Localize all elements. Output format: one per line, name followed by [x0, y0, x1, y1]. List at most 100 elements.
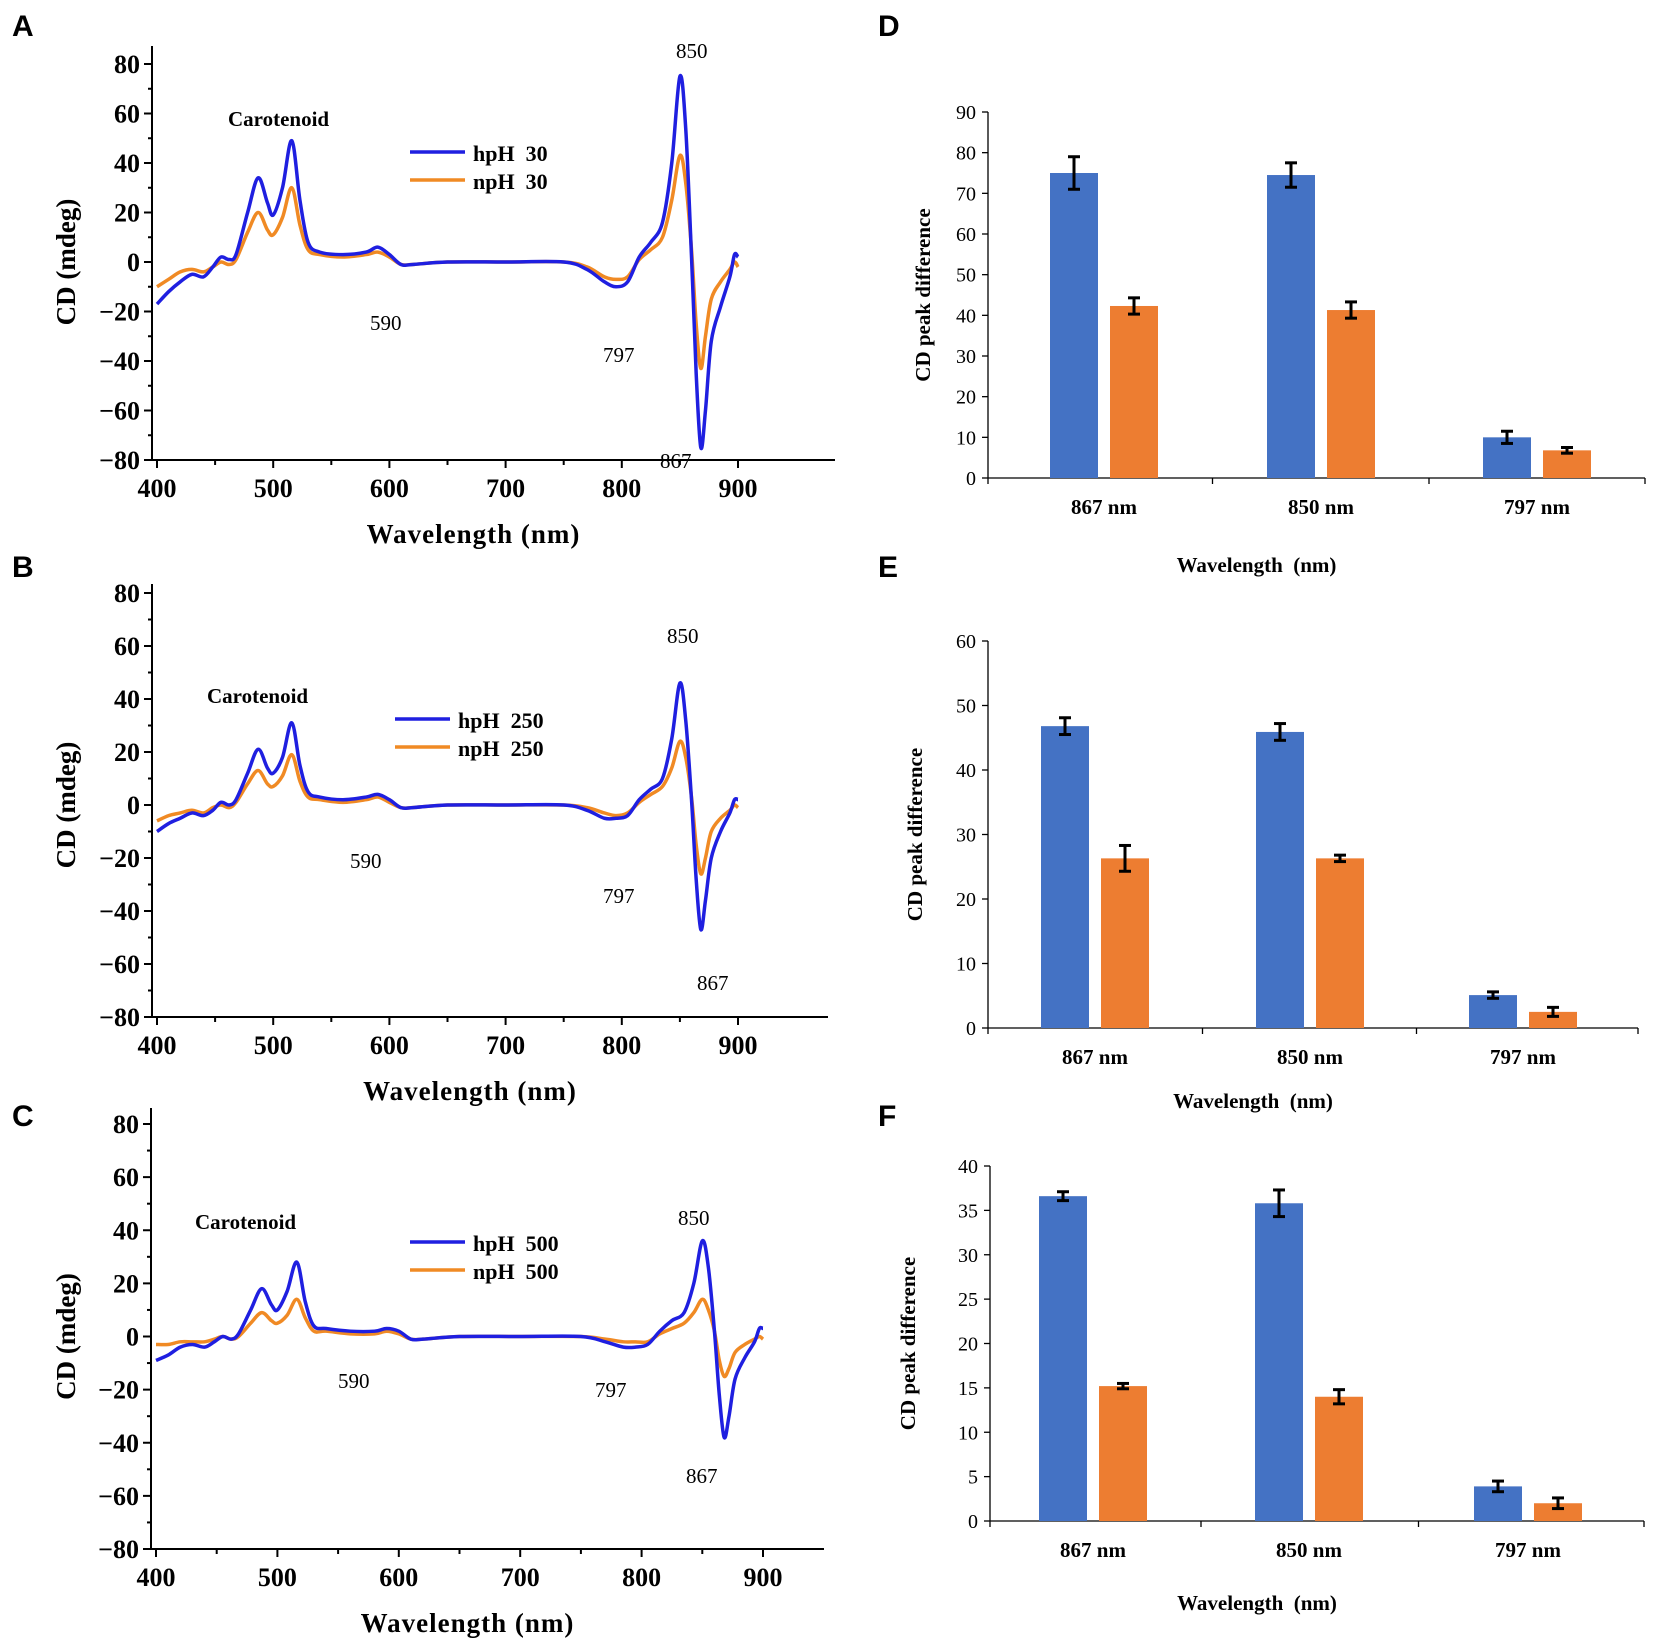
- annotation-label: 867: [697, 971, 729, 995]
- y-tick-label: −20: [99, 844, 140, 873]
- annotation-label: 590: [370, 311, 402, 335]
- y-tick-label: 20: [114, 738, 140, 767]
- y-tick-label: 15: [958, 1378, 978, 1400]
- bar-nph: [1534, 1503, 1582, 1521]
- x-axis-title: Wavelength (nm): [1173, 1089, 1333, 1113]
- bar-nph: [1543, 450, 1591, 478]
- x-tick-label: 900: [719, 474, 758, 503]
- y-tick-label: −80: [99, 446, 140, 475]
- x-tick-label: 700: [486, 474, 525, 503]
- annotation-label: 590: [350, 849, 382, 873]
- annotation-label: 867: [686, 1464, 718, 1488]
- series-line-nph: [156, 739, 740, 876]
- y-tick-label: 20: [956, 387, 976, 409]
- y-tick-label: 0: [127, 248, 140, 277]
- annotation-label: Carotenoid: [207, 684, 308, 708]
- x-axis-title: Wavelength (nm): [367, 519, 581, 549]
- y-tick-label: 90: [956, 102, 976, 124]
- annotation-label: 850: [676, 39, 708, 63]
- x-tick-label: 400: [138, 1031, 177, 1060]
- legend-label: npH 30: [473, 169, 548, 194]
- x-tick-label: 700: [486, 1031, 525, 1060]
- y-tick-label: 80: [956, 143, 976, 165]
- x-tick-label: 867 nm: [1060, 1538, 1126, 1562]
- y-tick-label: 30: [956, 346, 976, 368]
- y-tick-label: 20: [114, 199, 140, 228]
- panel-letter: D: [878, 10, 900, 43]
- y-axis-title: CD peak difference: [911, 208, 935, 381]
- annotation-label: 850: [678, 1206, 710, 1230]
- y-tick-label: 60: [113, 1163, 139, 1192]
- y-tick-label: 0: [126, 1323, 139, 1352]
- y-tick-label: −60: [99, 950, 140, 979]
- y-tick-label: 70: [956, 183, 976, 205]
- y-tick-label: 40: [956, 305, 976, 327]
- y-tick-label: 30: [958, 1245, 978, 1267]
- x-tick-label: 797 nm: [1495, 1538, 1561, 1562]
- y-tick-label: 80: [113, 1110, 139, 1139]
- y-tick-label: 5: [968, 1467, 978, 1489]
- x-tick-label: 797 nm: [1504, 495, 1570, 519]
- y-tick-label: 30: [956, 825, 976, 847]
- x-tick-label: 400: [138, 474, 177, 503]
- y-tick-label: −20: [98, 1376, 139, 1405]
- x-tick-label: 800: [602, 474, 641, 503]
- y-tick-label: 0: [968, 1511, 978, 1533]
- bar-nph: [1316, 858, 1364, 1028]
- y-axis-title: CD (mdeg): [51, 199, 81, 326]
- y-tick-label: 0: [966, 1018, 976, 1040]
- x-tick-label: 500: [258, 1563, 297, 1592]
- y-tick-label: 20: [958, 1334, 978, 1356]
- chart-panel-e: E 0 10 20 30 40 50 60 867 nm 850 nm 797 nm Waveleng…: [878, 551, 1639, 1113]
- x-tick-label: 867 nm: [1062, 1045, 1128, 1069]
- y-tick-label: 60: [114, 632, 140, 661]
- bar-nph: [1101, 858, 1149, 1028]
- y-axis-title: CD (mdeg): [51, 1273, 81, 1400]
- legend-label: npH 250: [458, 736, 544, 761]
- x-tick-label: 700: [501, 1563, 540, 1592]
- x-tick-label: 600: [370, 474, 409, 503]
- y-tick-label: −80: [99, 1003, 140, 1032]
- bar-hph: [1039, 1196, 1087, 1521]
- chart-panel-a: A −80 −60 −40 −20 0 20 40 60 80 400 500 600 700 800 900…: [12, 10, 835, 549]
- chart-panel-c: C −80 −60 −40 −20 0 20 40 60 80 400 500 600 700 800 900…: [12, 1100, 824, 1638]
- legend-label: npH 500: [473, 1259, 559, 1284]
- y-tick-label: 35: [958, 1200, 978, 1222]
- y-tick-label: 10: [956, 427, 976, 449]
- y-tick-label: −60: [99, 397, 140, 426]
- panel-letter: A: [12, 10, 34, 43]
- bar-hph: [1050, 173, 1098, 478]
- y-tick-label: 20: [956, 889, 976, 911]
- y-tick-label: 80: [114, 579, 140, 608]
- x-tick-label: 500: [254, 1031, 293, 1060]
- x-tick-label: 600: [370, 1031, 409, 1060]
- panel-letter: B: [12, 551, 34, 584]
- x-tick-label: 850 nm: [1277, 1045, 1343, 1069]
- series-line-hph: [155, 73, 740, 451]
- y-axis-title: CD peak difference: [903, 748, 927, 921]
- y-tick-label: −60: [98, 1482, 139, 1511]
- y-tick-label: −40: [99, 347, 140, 376]
- bar-hph: [1469, 995, 1517, 1028]
- y-tick-label: 50: [956, 696, 976, 718]
- y-axis-title: CD (mdeg): [51, 742, 81, 869]
- bar-hph: [1267, 175, 1315, 479]
- y-tick-label: 40: [958, 1156, 978, 1178]
- annotation-label: 797: [603, 884, 635, 908]
- x-axis-title: Wavelength (nm): [1177, 1591, 1337, 1615]
- y-tick-label: 40: [113, 1216, 139, 1245]
- x-tick-label: 900: [719, 1031, 758, 1060]
- y-tick-label: 25: [958, 1289, 978, 1311]
- x-tick-label: 400: [137, 1563, 176, 1592]
- y-tick-label: −80: [98, 1535, 139, 1564]
- x-tick-label: 797 nm: [1490, 1045, 1556, 1069]
- chart-panel-b: B −80 −60 −40 −20 0 20 40 60 80 400 500 600 700 800 900…: [12, 551, 828, 1106]
- bar-nph: [1110, 305, 1158, 478]
- y-tick-label: 0: [127, 791, 140, 820]
- y-tick-label: 40: [114, 685, 140, 714]
- x-tick-label: 850 nm: [1288, 495, 1354, 519]
- y-tick-label: −40: [98, 1429, 139, 1458]
- x-axis-title: Wavelength (nm): [1177, 553, 1337, 577]
- bar-hph: [1041, 726, 1089, 1028]
